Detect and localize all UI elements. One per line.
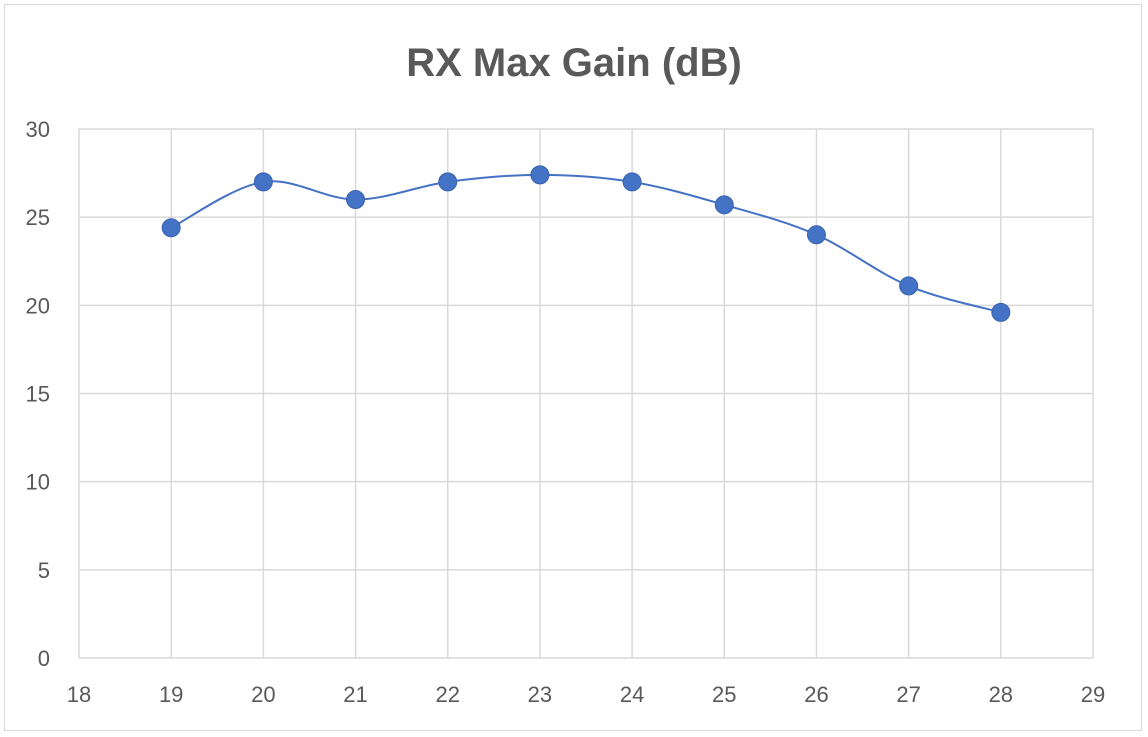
series-layer	[161, 165, 1011, 322]
y-tick-label: 15	[26, 382, 50, 407]
data-point	[899, 276, 919, 296]
x-tick-label: 19	[159, 682, 183, 707]
data-point	[991, 302, 1011, 322]
x-tick-label: 23	[528, 682, 552, 707]
x-tick-label: 21	[343, 682, 367, 707]
x-tick-label: 18	[67, 682, 91, 707]
x-tick-label: 22	[435, 682, 459, 707]
x-tick-label: 20	[251, 682, 275, 707]
data-point	[346, 190, 366, 210]
x-tick-label: 29	[1081, 682, 1105, 707]
y-tick-label: 0	[38, 646, 50, 671]
y-tick-label: 25	[26, 205, 50, 230]
y-tick-label: 5	[38, 558, 50, 583]
data-point	[438, 172, 458, 192]
y-axis-ticks: 0 5 10 15 20 25 30	[26, 117, 50, 671]
data-point	[161, 218, 181, 238]
x-tick-label: 27	[896, 682, 920, 707]
grid-lines	[78, 128, 1094, 659]
chart-frame	[4, 4, 1142, 731]
x-tick-label: 26	[804, 682, 828, 707]
y-tick-label: 10	[26, 470, 50, 495]
data-point	[622, 172, 642, 192]
data-point	[806, 225, 826, 245]
chart-title: RX Max Gain (dB)	[406, 41, 742, 85]
y-tick-label: 30	[26, 117, 50, 142]
data-point	[253, 172, 273, 192]
series-line	[170, 173, 1002, 314]
data-point	[714, 195, 734, 215]
x-tick-label: 25	[712, 682, 736, 707]
x-tick-label: 24	[620, 682, 644, 707]
x-tick-label: 28	[989, 682, 1013, 707]
data-point	[530, 165, 550, 185]
y-tick-label: 20	[26, 293, 50, 318]
x-axis-ticks: 18 19 20 21 22 23 24 25 26 27 28 29	[67, 682, 1105, 707]
